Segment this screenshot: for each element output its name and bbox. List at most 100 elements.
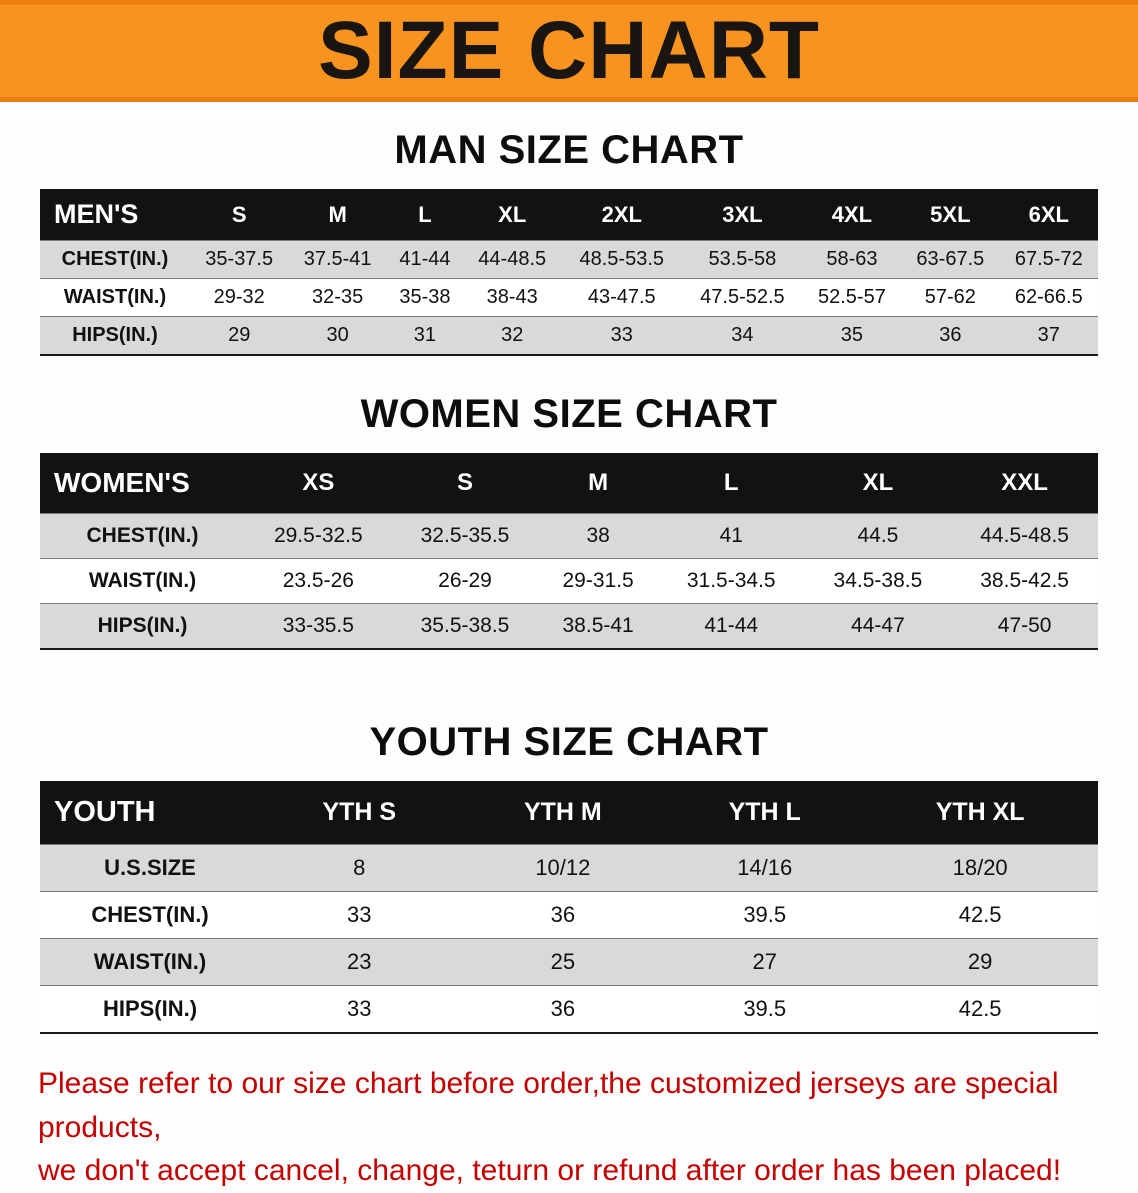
- size-value: 33: [561, 316, 683, 355]
- size-value: 67.5-72: [999, 240, 1098, 279]
- size-value: 35-38: [386, 278, 464, 317]
- size-value: 36: [458, 891, 668, 939]
- youth-header-row: YOUTH YTH S YTH M YTH L YTH XL: [40, 781, 1098, 845]
- youth-section-heading: YOUTH SIZE CHART: [369, 720, 769, 764]
- size-value: 62-66.5: [999, 278, 1098, 317]
- size-value: 29-32: [190, 278, 289, 317]
- column-header: XL: [804, 453, 952, 514]
- size-value: 41-44: [386, 240, 464, 279]
- size-value: 23: [260, 938, 459, 986]
- size-value: 38: [538, 513, 658, 559]
- size-value: 38.5-42.5: [951, 558, 1098, 604]
- table-row: WAIST(IN.) 23 25 27 29: [40, 938, 1098, 986]
- row-label: WAIST(IN.): [40, 278, 190, 317]
- column-header: YTH M: [458, 781, 668, 845]
- size-value: 29.5-32.5: [245, 513, 392, 559]
- men-section-heading: MAN SIZE CHART: [394, 128, 744, 172]
- page-title: SIZE CHART: [318, 5, 820, 96]
- women-section: WOMEN SIZE CHART WOMEN'S XS S M L XL XXL…: [0, 392, 1138, 650]
- size-value: 42.5: [862, 891, 1098, 939]
- column-header: XXL: [951, 453, 1098, 514]
- size-value: 48.5-53.5: [561, 240, 683, 279]
- size-value: 53.5-58: [682, 240, 803, 279]
- youth-section: YOUTH SIZE CHART YOUTH YTH S YTH M YTH L…: [0, 720, 1138, 1034]
- women-header-row: WOMEN'S XS S M L XL XXL: [40, 453, 1098, 514]
- column-header: M: [538, 453, 658, 514]
- size-value: 42.5: [862, 985, 1098, 1033]
- row-label: HIPS(IN.): [40, 316, 190, 355]
- column-header: M: [288, 189, 387, 241]
- table-row: U.S.SIZE 8 10/12 14/16 18/20: [40, 844, 1098, 892]
- size-value: 26-29: [391, 558, 539, 604]
- column-header: 3XL: [682, 189, 803, 241]
- size-value: 58-63: [802, 240, 902, 279]
- table-row: CHEST(IN.) 33 36 39.5 42.5: [40, 891, 1098, 939]
- size-value: 29: [862, 938, 1098, 986]
- size-value: 37: [999, 316, 1098, 355]
- table-row: HIPS(IN.) 29 30 31 32 33 34 35 36 37: [40, 316, 1098, 355]
- column-header: YOUTH: [40, 781, 260, 845]
- column-header: MEN'S: [40, 189, 190, 241]
- size-value: 10/12: [458, 844, 668, 892]
- disclaimer-note: Please refer to our size chart before or…: [38, 1062, 1100, 1193]
- size-value: 31.5-34.5: [657, 558, 805, 604]
- size-value: 32-35: [288, 278, 387, 317]
- men-size-table: MEN'S S M L XL 2XL 3XL 4XL 5XL 6XL CHEST…: [40, 189, 1098, 356]
- size-value: 52.5-57: [802, 278, 902, 317]
- size-value: 34: [682, 316, 803, 355]
- size-value: 37.5-41: [288, 240, 387, 279]
- size-value: 41: [657, 513, 805, 559]
- column-header: L: [386, 189, 464, 241]
- row-label: WAIST(IN.): [40, 938, 260, 986]
- column-header: XS: [245, 453, 392, 514]
- table-row: HIPS(IN.) 33-35.5 35.5-38.5 38.5-41 41-4…: [40, 603, 1098, 649]
- size-value: 27: [667, 938, 863, 986]
- size-value: 39.5: [667, 985, 863, 1033]
- size-value: 33: [260, 891, 459, 939]
- size-value: 29-31.5: [538, 558, 658, 604]
- size-value: 33: [260, 985, 459, 1033]
- table-row: CHEST(IN.) 29.5-32.5 32.5-35.5 38 41 44.…: [40, 513, 1098, 559]
- size-value: 23.5-26: [245, 558, 392, 604]
- size-value: 36: [458, 985, 668, 1033]
- row-label: WAIST(IN.): [40, 558, 245, 604]
- column-header: YTH L: [667, 781, 863, 845]
- size-value: 14/16: [667, 844, 863, 892]
- size-value: 44-48.5: [463, 240, 562, 279]
- size-value: 31: [386, 316, 464, 355]
- size-value: 38-43: [463, 278, 562, 317]
- size-value: 38.5-41: [538, 603, 658, 649]
- column-header: 5XL: [901, 189, 1000, 241]
- column-header: 6XL: [999, 189, 1098, 241]
- size-value: 35-37.5: [190, 240, 289, 279]
- size-value: 34.5-38.5: [804, 558, 952, 604]
- men-header-row: MEN'S S M L XL 2XL 3XL 4XL 5XL 6XL: [40, 189, 1098, 241]
- size-value: 44-47: [804, 603, 952, 649]
- row-label: HIPS(IN.): [40, 603, 245, 649]
- size-value: 43-47.5: [561, 278, 683, 317]
- table-row: WAIST(IN.) 29-32 32-35 35-38 38-43 43-47…: [40, 278, 1098, 317]
- table-row: CHEST(IN.) 35-37.5 37.5-41 41-44 44-48.5…: [40, 240, 1098, 279]
- size-value: 18/20: [862, 844, 1098, 892]
- women-size-table: WOMEN'S XS S M L XL XXL CHEST(IN.) 29.5-…: [40, 453, 1098, 650]
- column-header: YTH S: [260, 781, 459, 845]
- column-header: 2XL: [561, 189, 683, 241]
- size-chart-banner: SIZE CHART: [0, 0, 1138, 102]
- row-label: HIPS(IN.): [40, 985, 260, 1033]
- column-header: YTH XL: [862, 781, 1098, 845]
- size-value: 35.5-38.5: [391, 603, 539, 649]
- size-value: 57-62: [901, 278, 1000, 317]
- column-header: S: [391, 453, 539, 514]
- size-value: 32.5-35.5: [391, 513, 539, 559]
- size-value: 41-44: [657, 603, 805, 649]
- size-value: 47-50: [951, 603, 1098, 649]
- size-value: 44.5-48.5: [951, 513, 1098, 559]
- size-value: 63-67.5: [901, 240, 1000, 279]
- size-value: 25: [458, 938, 668, 986]
- row-label: U.S.SIZE: [40, 844, 260, 892]
- size-value: 33-35.5: [245, 603, 392, 649]
- column-header: XL: [463, 189, 562, 241]
- row-label: CHEST(IN.): [40, 240, 190, 279]
- women-section-heading: WOMEN SIZE CHART: [360, 392, 778, 436]
- size-value: 44.5: [804, 513, 952, 559]
